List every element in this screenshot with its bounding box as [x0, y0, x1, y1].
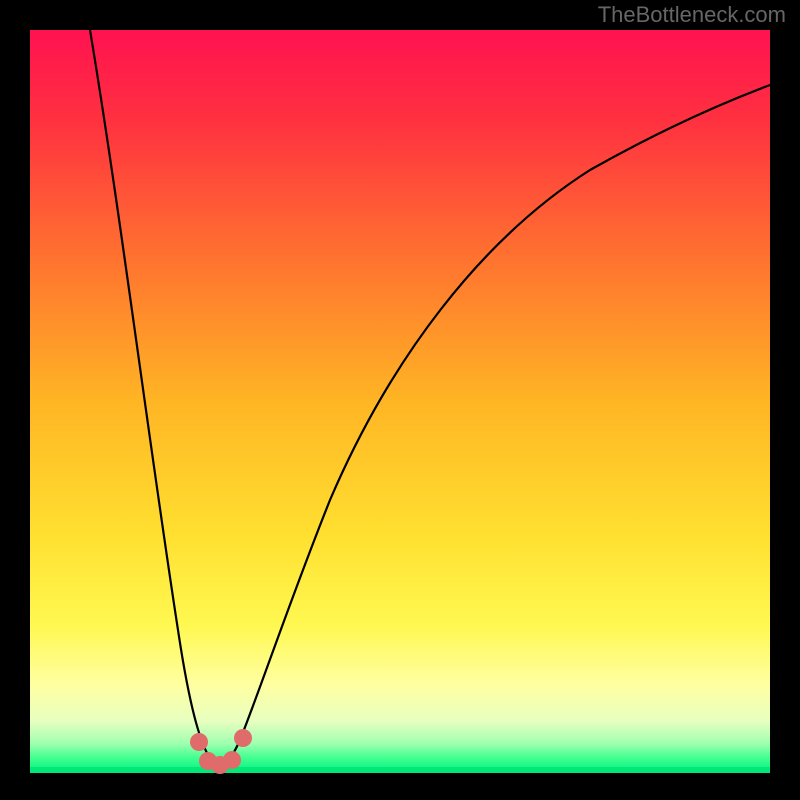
curve-overlay-svg — [30, 30, 770, 773]
plot-area — [30, 30, 770, 773]
curve-marker — [234, 729, 252, 747]
watermark-text: TheBottleneck.com — [598, 2, 786, 28]
curve-marker — [190, 733, 208, 751]
curve-marker — [223, 751, 241, 769]
bottleneck-curve — [90, 30, 770, 765]
chart-root: TheBottleneck.com — [0, 0, 800, 800]
